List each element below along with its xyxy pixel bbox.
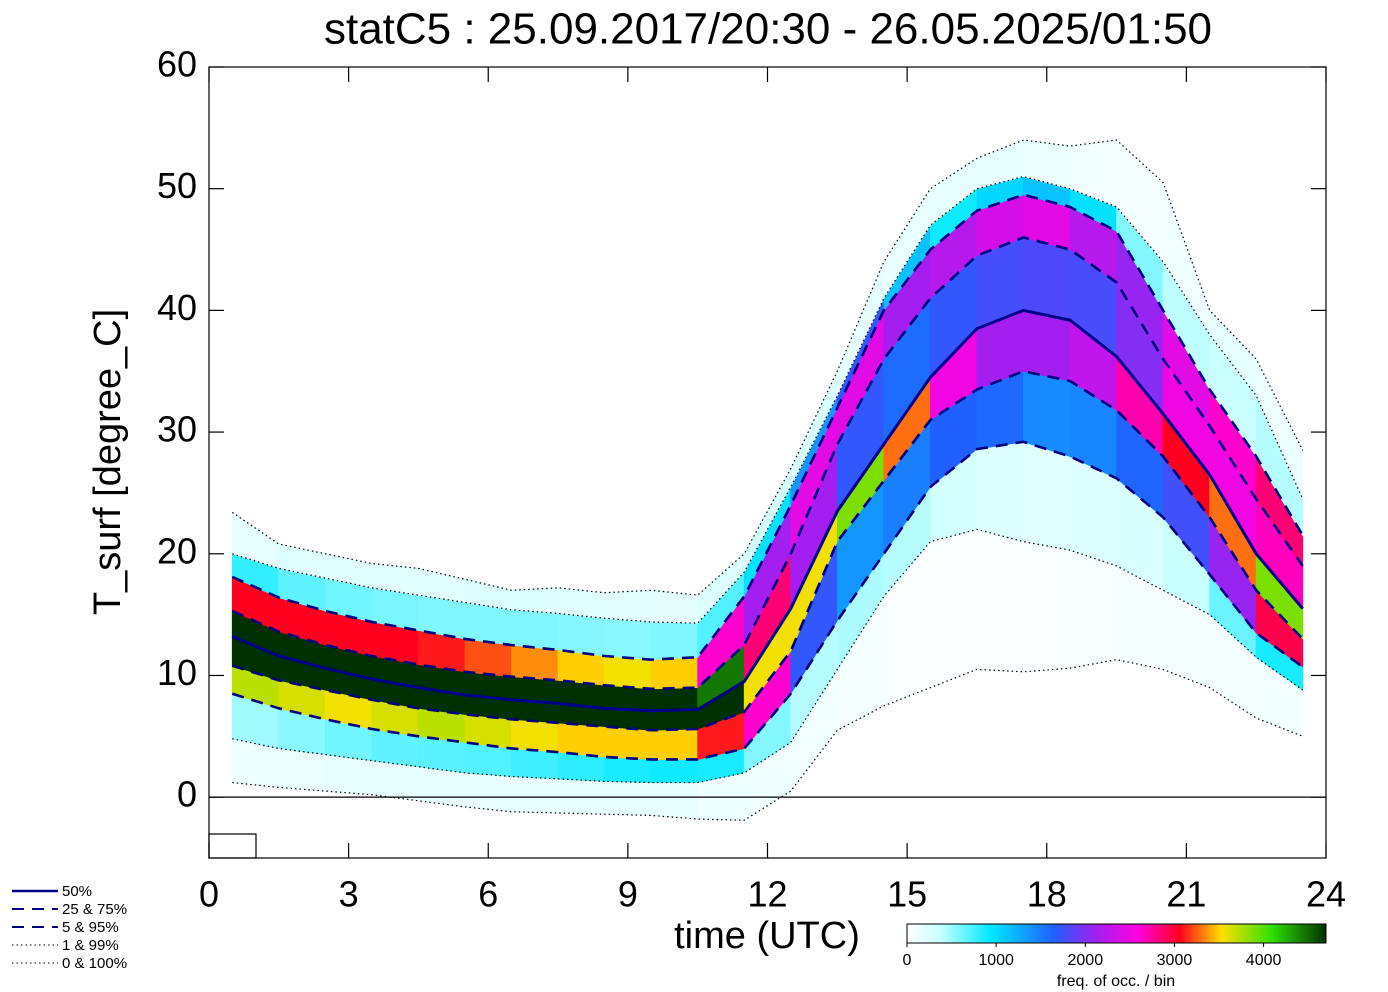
density-cell [650, 728, 699, 760]
density-cell [650, 687, 699, 712]
x-tick-label: 24 [1306, 874, 1346, 915]
density-cell [929, 528, 978, 689]
density-cell [1023, 441, 1071, 551]
density-cell [604, 780, 652, 816]
density-cell [604, 756, 652, 783]
density-cell [976, 528, 1024, 673]
colorbar-tick-label: 2000 [1068, 952, 1104, 969]
percentile-line [231, 369, 1304, 732]
density-cell [1023, 309, 1071, 382]
legend-label: 50% [62, 883, 92, 900]
x-tick-label: 12 [747, 874, 787, 915]
density-map [231, 139, 1304, 821]
y-tick-label: 50 [157, 165, 197, 206]
legend-label: 1 & 99% [62, 937, 119, 954]
density-cell [557, 722, 606, 758]
colorbar [906, 923, 1327, 944]
density-cell [511, 748, 559, 780]
colorbar-tick-label: 0 [903, 952, 912, 969]
y-tick-label: 30 [157, 409, 197, 450]
percentile-line [231, 193, 1304, 661]
density-cell [371, 760, 419, 802]
density-cell [511, 587, 559, 614]
percentile-line [232, 659, 1303, 821]
x-tick-label: 15 [887, 874, 927, 915]
y-axis-label: T_surf [degree_C] [87, 309, 129, 615]
density-cell [1023, 370, 1071, 457]
y-tick-label: 10 [157, 652, 197, 693]
density-cell [511, 718, 559, 753]
density-cell [1069, 549, 1117, 669]
legend-label: 25 & 75% [62, 901, 127, 918]
legend-label: 0 & 100% [62, 955, 127, 972]
percentile-line [231, 236, 1304, 691]
density-cell [604, 617, 652, 661]
x-tick-label: 3 [339, 874, 359, 915]
x-tick-label: 18 [1027, 874, 1067, 915]
density-cell [511, 776, 559, 814]
x-tick-label: 0 [199, 874, 219, 915]
chart-title: statC5 : 25.09.2017/20:30 - 26.05.2025/0… [324, 5, 1212, 54]
density-cell [464, 772, 512, 813]
percentile-line [232, 528, 1304, 784]
density-cell [604, 726, 652, 760]
corner-box [208, 833, 257, 859]
density-cell [976, 441, 1024, 543]
x-tick-label: 21 [1166, 874, 1206, 915]
density-cell [650, 656, 699, 690]
percentile-line [232, 175, 1304, 624]
density-cell [324, 754, 373, 796]
x-tick-label: 6 [478, 874, 498, 915]
density-cell [604, 589, 652, 623]
colorbar-tick-label: 3000 [1157, 952, 1193, 969]
y-tick-label: 40 [157, 287, 197, 328]
x-tick-label: 9 [618, 874, 638, 915]
percentile-lines [231, 139, 1304, 821]
legend-label: 5 & 95% [62, 919, 119, 936]
density-cell [650, 759, 699, 783]
colorbar-label: freq. of occ. / bin [1057, 973, 1175, 990]
percentile-line [231, 139, 1304, 596]
percentile-line [231, 440, 1304, 761]
density-cell [650, 709, 699, 731]
y-tick-label: 20 [157, 530, 197, 571]
density-cell [650, 621, 699, 661]
density-cell [604, 655, 652, 690]
density-cell [418, 766, 466, 808]
y-tick-label: 0 [177, 774, 197, 815]
density-cell [1023, 541, 1071, 673]
colorbar-tick-label: 1000 [978, 952, 1014, 969]
density-cell [278, 748, 326, 792]
y-tick-label: 60 [157, 44, 197, 85]
x-axis-label: time (UTC) [674, 915, 860, 957]
density-cell [650, 782, 699, 820]
density-cell [557, 778, 606, 815]
density-cell [650, 589, 699, 624]
density-cell [511, 609, 559, 651]
percentile-line [231, 308, 1304, 713]
colorbar-tick-label: 4000 [1246, 952, 1282, 969]
density-cell [1023, 236, 1071, 321]
